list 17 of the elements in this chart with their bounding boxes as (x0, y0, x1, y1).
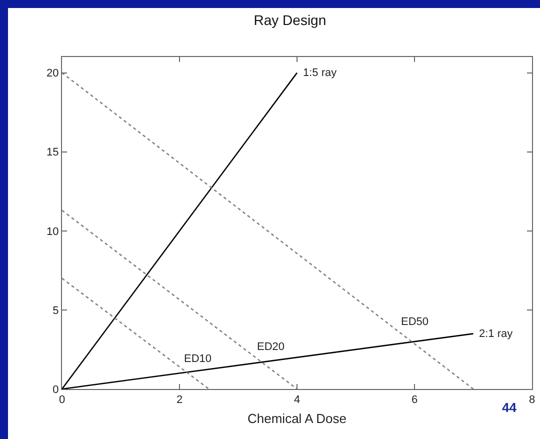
series-label: 1:5 ray (303, 67, 338, 79)
x-tick-label: 2 (176, 394, 183, 406)
series-label: 2:1 ray (479, 328, 514, 340)
series-label: ED50 (401, 316, 429, 328)
y-tick-label: 0 (52, 384, 59, 396)
y-tick-label: 10 (46, 226, 59, 238)
series-label: ED20 (257, 341, 285, 353)
x-tick-label: 4 (294, 394, 300, 406)
chart-title: Ray Design (254, 12, 326, 28)
text: 44 (502, 400, 518, 415)
x-tick-label: 8 (528, 394, 536, 406)
y-tick-label: 5 (52, 304, 59, 317)
y-tick-label: 15 (46, 146, 59, 159)
x-axis-title: Chemical A Dose (248, 410, 346, 426)
series-label: ED10 (184, 353, 212, 365)
y-tick-label: 20 (46, 68, 59, 80)
x-tick-label: 6 (411, 394, 418, 406)
